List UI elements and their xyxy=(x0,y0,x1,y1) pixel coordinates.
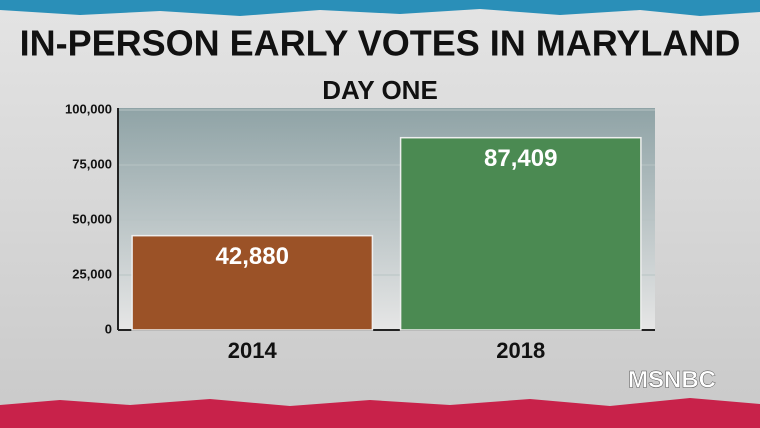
x-tick-label: 2014 xyxy=(228,338,278,363)
chart-title: IN-PERSON EARLY VOTES IN MARYLAND xyxy=(20,23,741,64)
network-logo: MSNBC xyxy=(628,366,716,393)
x-tick-label: 2018 xyxy=(496,338,545,363)
bar xyxy=(399,136,642,331)
torn-bottom-edge xyxy=(0,398,760,428)
bar xyxy=(131,234,374,331)
value-label: 42,880 xyxy=(216,243,289,270)
y-tick-label: 0 xyxy=(105,321,112,336)
y-tick-label: 75,000 xyxy=(72,156,112,171)
y-tick-label: 25,000 xyxy=(72,266,112,281)
chart-subtitle: DAY ONE xyxy=(322,75,438,105)
value-label: 87,409 xyxy=(484,145,557,172)
torn-top-edge xyxy=(0,0,760,16)
y-tick-label: 50,000 xyxy=(72,211,112,226)
y-tick-label: 100,000 xyxy=(65,101,112,116)
